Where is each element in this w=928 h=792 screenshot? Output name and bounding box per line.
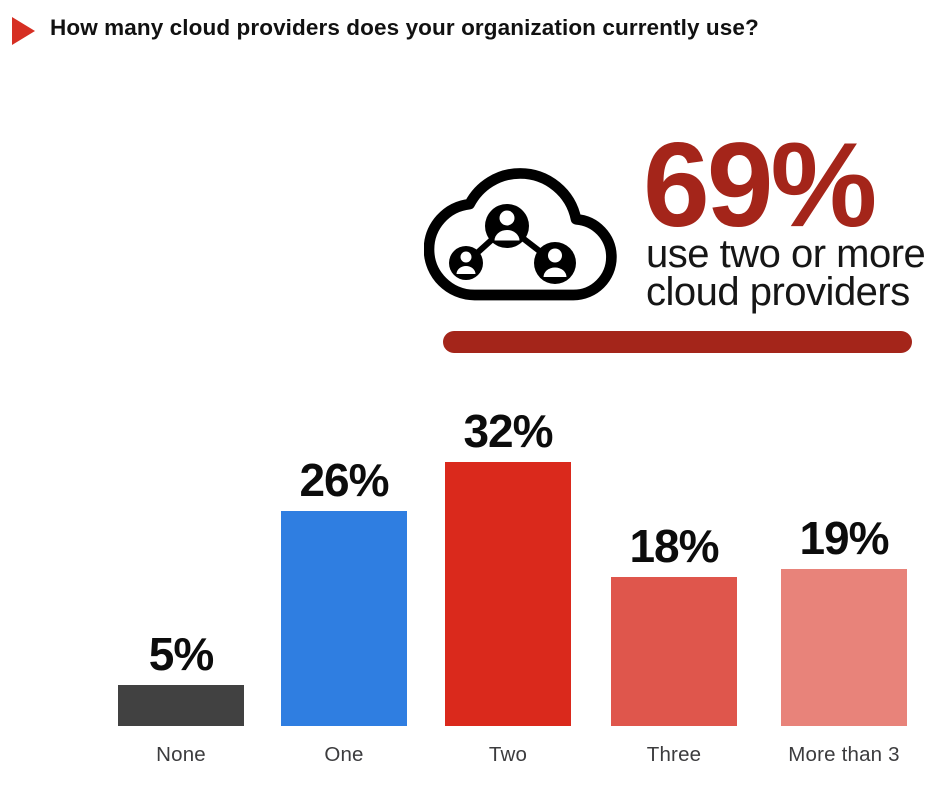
bar-value-label: 5% (148, 627, 214, 680)
highlight-callout: 69% use two or more cloud providers (0, 0, 928, 370)
stat-value: 69% (643, 118, 877, 252)
bar-three (611, 577, 737, 726)
bar-one (281, 511, 407, 726)
bar-group-one: 26% One (281, 453, 407, 766)
stat-caption-line1: use two or more (646, 232, 926, 276)
bar-value-label: 26% (299, 453, 389, 506)
bar-group-none: 5% None (118, 627, 244, 766)
bar-category-label: Three (646, 743, 702, 766)
bar-group-more-than-3: 19% More than 3 (781, 511, 907, 766)
bar-value-label: 32% (463, 404, 553, 457)
bar-two (445, 462, 571, 726)
bar-group-three: 18% Three (611, 519, 737, 766)
bar-none (118, 685, 244, 726)
bar-value-label: 19% (799, 511, 889, 564)
page-title: How many cloud providers does your organ… (50, 15, 759, 40)
bar-category-label: One (324, 743, 364, 766)
triangle-bullet-icon (12, 17, 35, 45)
callout-underline-rule (443, 331, 912, 353)
bar-category-label: More than 3 (788, 743, 900, 766)
stat-caption-line2: cloud providers (646, 270, 910, 314)
bar-category-label: Two (488, 743, 528, 766)
question-title-row: How many cloud providers does your organ… (12, 14, 912, 45)
bar-category-label: None (156, 743, 206, 766)
stat-caption: use two or more cloud providers (646, 232, 926, 314)
bar-value-label: 18% (629, 519, 719, 572)
cloud-network-people-icon (424, 168, 617, 301)
bar-group-two: 32% Two (445, 404, 571, 766)
bar-more-than-3 (781, 569, 907, 726)
